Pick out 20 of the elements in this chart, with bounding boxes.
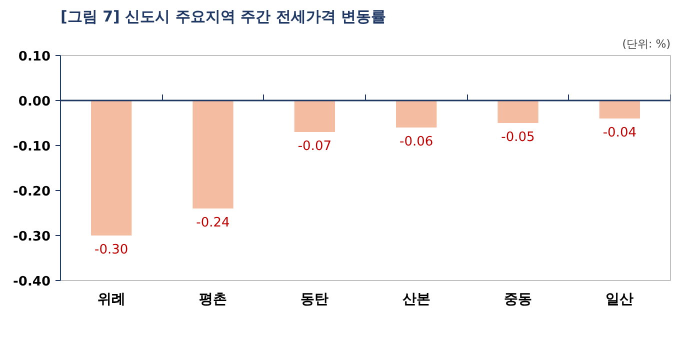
x-tick-label: 산본 (402, 292, 430, 308)
data-label: -0.24 (196, 216, 230, 230)
y-tick-label: -0.40 (13, 274, 51, 290)
data-label: -0.07 (298, 139, 332, 154)
x-tick-label: 평촌 (199, 292, 227, 308)
text: (단위: %) (622, 38, 671, 50)
y-tick-label: -0.30 (13, 230, 51, 244)
data-label: -0.06 (400, 134, 434, 150)
data-label: -0.04 (602, 126, 636, 140)
data-label: -0.05 (501, 130, 535, 145)
x-tick-label: 위례 (97, 292, 126, 308)
x-tick-label: 일산 (606, 292, 634, 308)
y-tick-label: -0.20 (13, 184, 51, 200)
y-tick-label: 0.10 (18, 50, 51, 64)
y-tick-label: 0.00 (18, 94, 51, 110)
x-tick-label: 동탄 (300, 292, 329, 308)
data-label: -0.30 (94, 242, 128, 258)
y-tick-label: -0.10 (13, 140, 51, 154)
x-tick-label: 중동 (504, 292, 532, 308)
chart-title: [그림 7] 신도시 주요지역 주간 전세가격 변동률 (60, 8, 386, 26)
